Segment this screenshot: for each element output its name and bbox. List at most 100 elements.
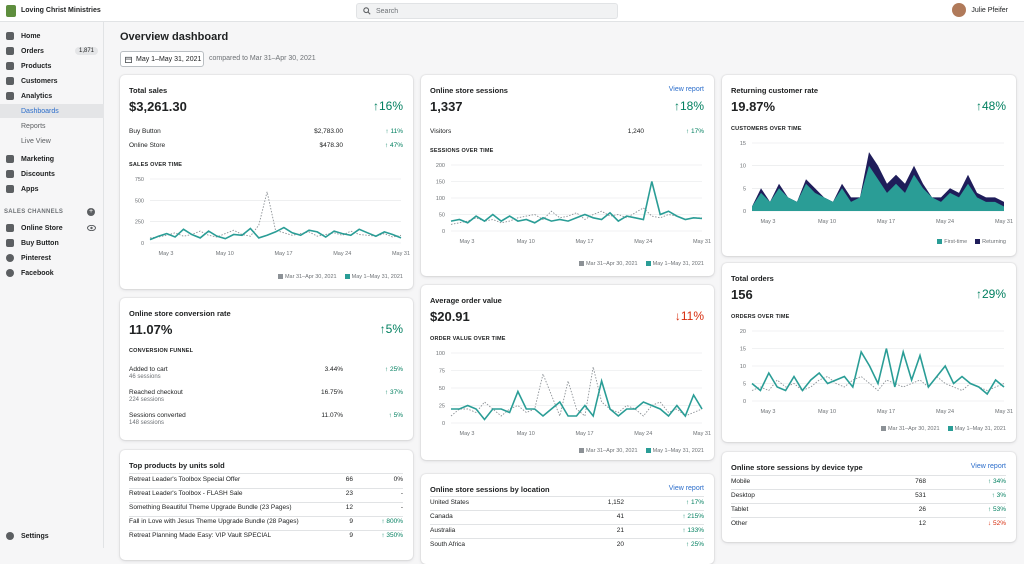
y-tick-label: 0 <box>743 209 746 215</box>
x-tick-label: May 3 <box>159 251 174 257</box>
divider <box>731 489 1006 490</box>
sidebar-item-home[interactable]: Home <box>0 29 104 43</box>
sidebar-item-apps[interactable]: Apps <box>0 182 104 196</box>
x-tick-label: May 17 <box>575 239 593 245</box>
user-menu[interactable]: Julie Pfeifer <box>952 3 1008 17</box>
table-row: Canada 41 ↑ 215% <box>430 513 704 520</box>
y-tick-label: 0 <box>442 229 445 235</box>
x-tick-label: May 31 <box>693 431 711 437</box>
divider <box>430 496 704 497</box>
sidebar-item-buy-button[interactable]: Buy Button <box>0 236 104 250</box>
x-tick-label: May 3 <box>460 239 475 245</box>
card-title: Online store sessions by device type <box>731 463 863 472</box>
view-report-link[interactable]: View report <box>668 86 704 93</box>
up-arrow-icon: ↑ <box>673 99 680 113</box>
y-tick-label: 750 <box>135 177 144 183</box>
search-input[interactable]: Search <box>356 3 618 19</box>
sidebar-item-label: Products <box>21 62 52 70</box>
y-tick-label: 10 <box>740 364 746 370</box>
y-tick-label: 25 <box>439 404 445 410</box>
x-tick-label: May 31 <box>995 219 1013 225</box>
x-tick-label: May 10 <box>517 431 535 437</box>
orders-chart: 0 5 10 15 20 May 3 May 10 May 17 May 24 May 31 <box>740 329 1013 415</box>
y-tick-label: 200 <box>436 163 445 169</box>
view-report-link[interactable]: View report <box>970 463 1006 470</box>
up-arrow-icon: ↑ <box>379 322 386 336</box>
sidebar-item-label: Discounts <box>21 170 55 178</box>
sidebar-item-products[interactable]: Products <box>0 59 104 73</box>
person-icon <box>6 77 14 85</box>
x-tick-label: May 24 <box>634 431 652 437</box>
x-tick-label: May 3 <box>460 431 475 437</box>
up-arrow-icon: ↑ <box>975 287 982 301</box>
aov-card: Average order value $20.91 ↓11% ORDER VA… <box>421 285 714 460</box>
y-tick-label: 15 <box>740 347 746 353</box>
x-tick-label: May 17 <box>877 409 895 415</box>
returning-rate-pct: ↑48% <box>975 99 1006 113</box>
list-item: Reached checkout 224 sessions 16.75% ↑ 37% <box>129 389 403 403</box>
table-row: Tablet 26 ↑ 53% <box>731 506 1006 513</box>
sales-chart: 0 250 500 750 May 3 May 10 May 17 May 24 May 31 <box>135 177 410 257</box>
sidebar-item-online-store[interactable]: Online Store <box>0 221 104 235</box>
sales-channels-heading: SALES CHANNELS <box>4 209 64 215</box>
total-sales-card: Total sales $3,261.30 ↑16% Buy Button $2,… <box>120 75 413 289</box>
shopify-logo-icon[interactable] <box>6 4 16 17</box>
returning-rate-value: 19.87% <box>731 99 776 114</box>
sidebar-item-live-view[interactable]: Live View <box>0 134 104 148</box>
table-row: Australia 21 ↑ 133% <box>430 527 704 534</box>
y-tick-label: 50 <box>439 386 445 392</box>
device-card: Online store sessions by device type Vie… <box>722 452 1016 542</box>
y-tick-label: 20 <box>740 329 746 335</box>
sidebar-item-facebook[interactable]: Facebook <box>0 266 104 280</box>
x-tick-label: May 24 <box>936 409 954 415</box>
table-row: Retreat Planning Made Easy: VIP Vault SP… <box>129 532 403 539</box>
sidebar-item-label: Live View <box>21 137 51 145</box>
chart-label: SESSIONS OVER TIME <box>430 148 494 154</box>
sidebar-item-analytics[interactable]: Analytics <box>0 89 104 103</box>
current-period-line <box>149 226 402 241</box>
sidebar-item-discounts[interactable]: Discounts <box>0 167 104 181</box>
chart-legend: Mar 31–Apr 30, 2021 May 1–May 31, 2021 <box>578 261 704 267</box>
store-name[interactable]: Loving Christ Ministries <box>21 7 101 14</box>
date-range-button[interactable]: May 1–May 31, 2021 <box>120 51 204 67</box>
sidebar-item-label: Analytics <box>21 92 53 100</box>
total-sales-value: $3,261.30 <box>129 99 187 114</box>
x-tick-label: May 31 <box>392 251 410 257</box>
x-tick-label: May 17 <box>575 431 593 437</box>
orders-badge: 1,871 <box>74 47 98 55</box>
sidebar-item-reports[interactable]: Reports <box>0 119 104 133</box>
sidebar-item-dashboards[interactable]: Dashboards <box>0 104 104 118</box>
x-tick-label: May 24 <box>634 239 652 245</box>
sidebar-item-marketing[interactable]: Marketing <box>0 152 104 166</box>
table-row: United States 1,152 ↑ 17% <box>430 499 704 506</box>
search-placeholder: Search <box>376 7 399 15</box>
view-report-link[interactable]: View report <box>668 485 704 492</box>
gear-icon <box>6 532 14 540</box>
y-tick-label: 75 <box>439 369 445 375</box>
sidebar-item-label: Online Store <box>21 224 63 232</box>
apps-icon <box>6 185 14 193</box>
divider <box>129 502 403 503</box>
sidebar-item-pinterest[interactable]: Pinterest <box>0 251 104 265</box>
sidebar-item-customers[interactable]: Customers <box>0 74 104 88</box>
table-row: Something Beautiful Theme Upgrade Bundle… <box>129 504 403 511</box>
y-tick-label: 0 <box>141 241 144 247</box>
x-tick-label: May 3 <box>761 219 776 225</box>
card-title: Average order value <box>430 296 502 305</box>
sidebar-item-label: Facebook <box>21 269 54 277</box>
sessions-card: Online store sessions View report 1,337 … <box>421 75 714 276</box>
sidebar-item-label: Orders <box>21 47 44 55</box>
chart-label: CUSTOMERS OVER TIME <box>731 126 802 132</box>
sessions-value: 1,337 <box>430 99 463 114</box>
x-tick-label: May 24 <box>936 219 954 225</box>
y-tick-label: 50 <box>439 213 445 219</box>
eye-icon[interactable] <box>87 225 96 231</box>
previous-period-line <box>751 375 1005 392</box>
list-item: Added to cart 46 sessions 3.44% ↑ 25% <box>129 366 403 380</box>
search-icon <box>363 7 371 15</box>
y-tick-label: 15 <box>740 141 746 147</box>
divider <box>129 473 403 474</box>
sidebar-item-orders[interactable]: Orders 1,871 <box>0 44 104 58</box>
sidebar-item-settings[interactable]: Settings <box>0 529 104 543</box>
add-channel-icon[interactable]: + <box>87 208 95 216</box>
